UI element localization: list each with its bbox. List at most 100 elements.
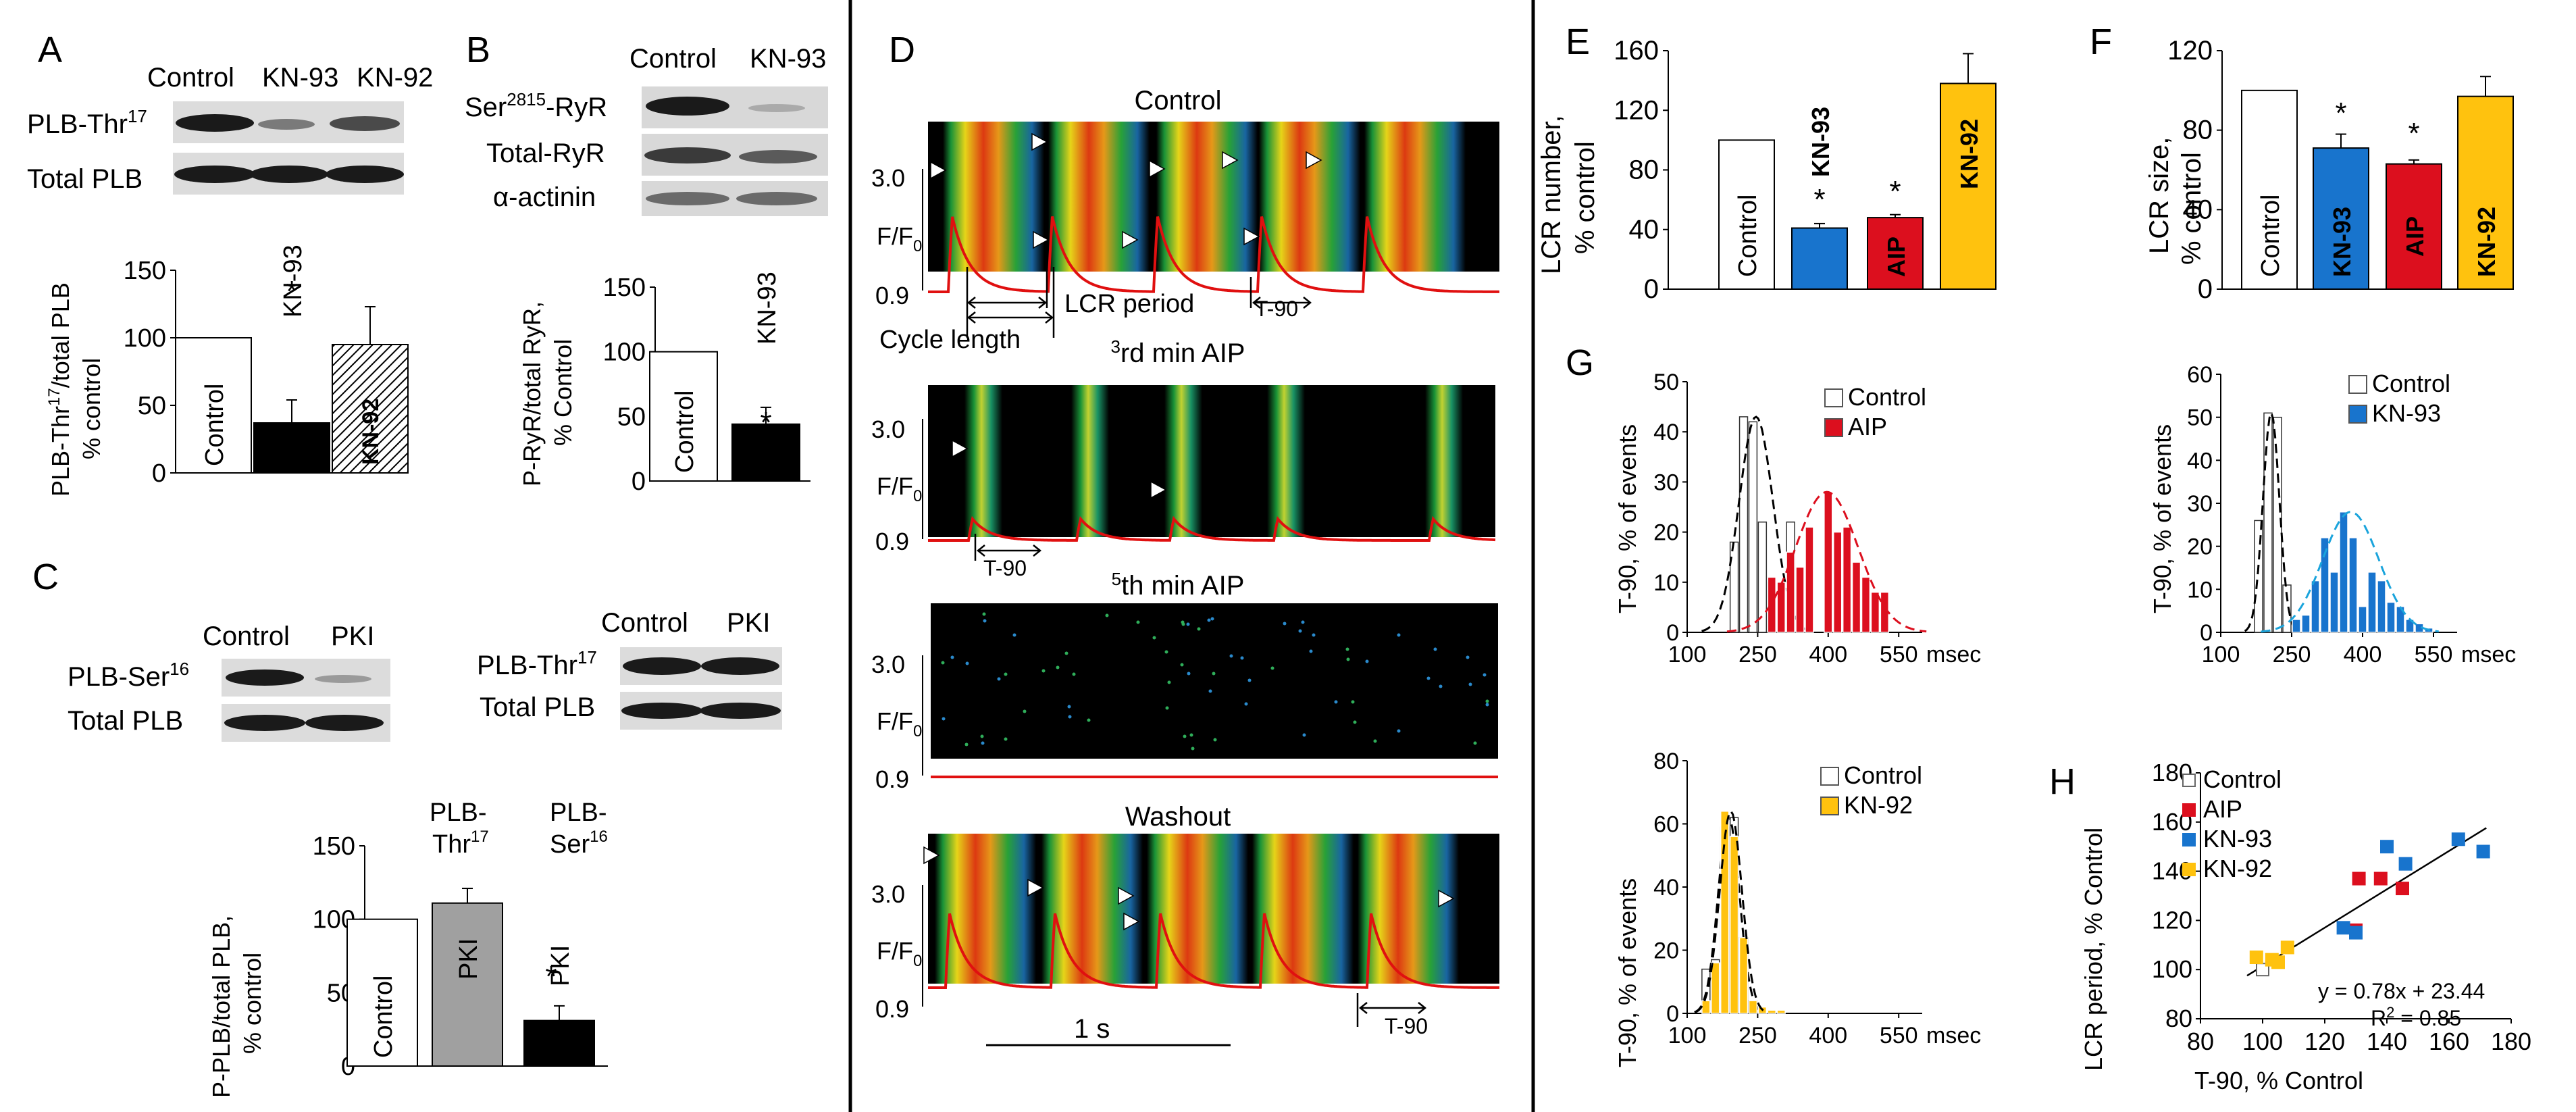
lcr-spark	[1213, 738, 1217, 742]
y-tick-label: 20	[1653, 520, 1679, 546]
lcr-spark	[1167, 680, 1171, 684]
linescan-washout	[928, 834, 1499, 984]
bar-treatment	[1729, 836, 1739, 1014]
bar-control	[346, 918, 418, 1067]
point-kn-93	[2336, 921, 2350, 935]
western-blot-b	[642, 86, 828, 216]
bar-control	[1757, 522, 1768, 633]
blot1-col-pki: PKI	[331, 622, 374, 651]
lcr-spark	[980, 734, 984, 738]
western-blot-c2	[620, 647, 782, 730]
panel-letter-f: F	[2090, 22, 2112, 62]
lcr-spark	[1353, 720, 1357, 724]
panel-letter-e: E	[1566, 22, 1590, 62]
ybottom-1: 0.9	[875, 282, 909, 309]
y-tick-label: 20	[2187, 534, 2213, 560]
point-kn-93	[2476, 844, 2490, 859]
x-unit-label: msec	[2461, 642, 2516, 667]
lcr-spark	[1229, 654, 1233, 658]
bar-label: KN-93	[753, 272, 781, 345]
lcr-spark	[1180, 663, 1184, 667]
legend-label: KN-93	[2372, 399, 2441, 427]
panel-letter-h: H	[2049, 761, 2076, 802]
linescan-title-3rd-min-aip: 3rd min AIP	[1111, 336, 1245, 368]
group-label-plb-ser16-b: Ser16	[550, 828, 608, 859]
bar-control	[2254, 520, 2263, 633]
lcr-spark	[1165, 706, 1169, 710]
bar-label: AIP	[1882, 236, 1910, 277]
blot2-row-plb-thr17: PLB-Thr17	[477, 647, 597, 680]
lcr-spark	[1187, 672, 1191, 676]
blot2-col-pki: PKI	[727, 608, 770, 638]
lcr-arrowheads	[923, 132, 1455, 931]
lcr-spark	[1067, 705, 1071, 709]
lcr-spark	[964, 742, 969, 747]
x-tick-label: 250	[2273, 642, 2311, 667]
panel-letter-d: D	[889, 30, 915, 70]
ybottom-2: 0.9	[875, 528, 909, 555]
ybottom-4: 0.9	[875, 995, 909, 1023]
bar-label: Control	[1734, 195, 1762, 278]
blot-col-control: Control	[147, 63, 234, 93]
blot-row-alpha-actinin: α-actinin	[493, 182, 596, 212]
x-tick-label: 250	[1738, 642, 1777, 667]
ybottom-3: 0.9	[875, 765, 909, 793]
point-kn-93	[2349, 926, 2363, 940]
point-kn-93	[2451, 832, 2465, 846]
lcr-spark	[1136, 620, 1140, 624]
ytop-4: 3.0	[871, 880, 905, 908]
legend-label: KN-93	[2203, 825, 2272, 853]
lcr-spark	[1012, 633, 1016, 637]
lcr-spark	[1334, 700, 1338, 704]
bar-treatment	[1720, 811, 1730, 1014]
calcium-trace-3rd-min	[928, 515, 1496, 542]
lcr-spark	[1270, 666, 1274, 670]
lcr-spark	[982, 612, 986, 616]
lcr-band	[1252, 834, 1354, 984]
bar-label: KN-93	[2328, 207, 2356, 277]
bar-kn-92	[332, 344, 409, 474]
x-tick-label: 400	[1809, 1023, 1847, 1048]
legend-label: KN-92	[1844, 791, 1913, 819]
bar-control	[649, 351, 718, 482]
axis-label-h-y: LCR period, % Control	[2080, 828, 2107, 1071]
blot1-row-total-plb: Total PLB	[68, 706, 183, 736]
lcr-band	[1071, 385, 1109, 537]
bar-treatment	[2329, 572, 2339, 633]
blot-row-plb-thr17: PLB-Thr17	[27, 106, 147, 139]
ytop-3: 3.0	[871, 651, 905, 678]
lcr-spark	[1068, 715, 1072, 719]
lcr-spark	[1004, 672, 1008, 676]
lcr-spark	[1302, 733, 1306, 737]
bar-kn-93	[731, 423, 800, 482]
lcr-spark	[1397, 633, 1401, 637]
y-tick-label: 40	[2187, 448, 2213, 474]
x-tick-label: 140	[2367, 1028, 2407, 1055]
fit-curve-treatment	[1726, 490, 1927, 633]
panel-g: G T-90, % of events T-90, % of events T-…	[1566, 343, 2516, 1067]
bar-label: KN-92	[358, 399, 384, 465]
bar-treatment	[1851, 561, 1861, 633]
bar-treatment	[1767, 576, 1776, 633]
bar-label: Control	[2257, 195, 2285, 278]
lcr-spark	[1207, 618, 1211, 622]
bar-treatment	[2377, 580, 2386, 633]
point-kn-93	[2380, 840, 2394, 854]
bar-treatment	[2339, 511, 2348, 633]
y-tick-label: 120	[1614, 95, 1659, 125]
y-tick-label: 80	[1653, 749, 1679, 774]
cycle-length-annotation	[966, 265, 1312, 338]
bar-treatment	[2358, 606, 2367, 633]
bar-label: AIP	[2401, 216, 2429, 257]
lcr-spark	[1433, 647, 1437, 651]
linescan-title-5th-min-aip: 5th min AIP	[1112, 569, 1245, 601]
legend-label: KN-92	[2203, 855, 2272, 882]
axis-label-f-2: % control	[2177, 152, 2207, 265]
lcr-spark	[1189, 733, 1193, 737]
calcium-trace-washout	[928, 913, 1499, 989]
point-aip	[2373, 871, 2388, 886]
bar-label: KN-92	[2473, 207, 2500, 277]
lcr-spark	[1298, 629, 1302, 633]
lcr-spark	[1426, 676, 1431, 680]
